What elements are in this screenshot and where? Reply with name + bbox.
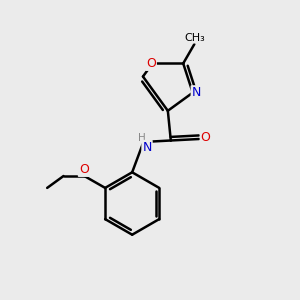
Text: H: H bbox=[138, 133, 146, 142]
Text: O: O bbox=[146, 57, 156, 70]
Text: N: N bbox=[192, 86, 201, 99]
Text: N: N bbox=[142, 141, 152, 154]
Text: O: O bbox=[79, 163, 89, 176]
Text: CH₃: CH₃ bbox=[184, 33, 205, 43]
Text: O: O bbox=[201, 131, 211, 144]
